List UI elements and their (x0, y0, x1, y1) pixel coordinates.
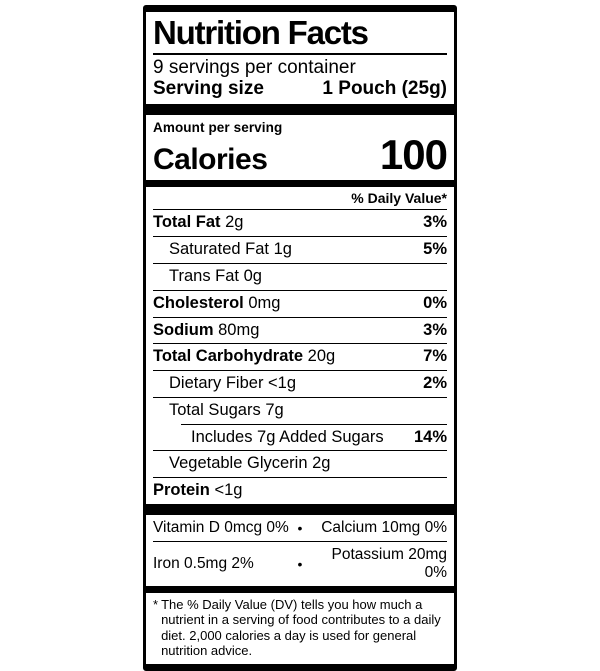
bullet-separator-icon: • (297, 555, 303, 572)
nutrient-name: Sodium (153, 320, 214, 339)
indented-divider (181, 423, 447, 425)
daily-value-header: % Daily Value* (153, 187, 447, 211)
divider (153, 52, 447, 55)
nutrient-name: Vegetable Glycerin (169, 454, 308, 473)
label-title: Nutrition Facts (153, 14, 369, 51)
medium-divider-bar (146, 180, 454, 188)
nutrient-row-cholesterol: Cholesterol 0mg 0% (153, 289, 447, 317)
nutrient-name: Total Fat (153, 213, 221, 232)
micronutrient-row: Iron 0.5mg 2% • Potassium 20mg 0% (153, 542, 447, 586)
nutrient-row-trans-fat: Trans Fat 0g (153, 262, 447, 290)
nutrient-dv: 0% (423, 293, 447, 312)
nutrient-amount: 0mg (248, 293, 281, 312)
nutrient-name: Saturated Fat (169, 240, 269, 259)
nutrient-dv: 3% (423, 213, 447, 232)
nutrient-row-dietary-fiber: Dietary Fiber <1g 2% (153, 370, 447, 397)
nutrient-dv: 3% (423, 320, 447, 339)
amount-per-serving-label: Amount per serving (153, 120, 283, 136)
servings-per-container: 9 servings per container (153, 56, 356, 78)
nutrient-dv: 7% (423, 347, 447, 366)
nutrient-row-total-sugars: Total Sugars 7g (153, 396, 447, 424)
nutrient-name: Dietary Fiber (169, 374, 264, 393)
nutrient-amount: 1g (273, 240, 292, 259)
nutrient-row-total-fat: Total Fat 2g 3% (153, 210, 447, 236)
nutrient-name: Trans Fat (169, 266, 239, 285)
nutrient-amount: 7g (265, 400, 284, 419)
nutrient-amount: 0g (243, 266, 262, 285)
thick-divider-bar (146, 504, 454, 516)
micronutrient-right: Calcium 10mg 0% (321, 519, 447, 537)
serving-size-label: Serving size (153, 78, 264, 100)
nutrient-amount: 20g (307, 347, 336, 366)
serving-size-value: 1 Pouch (25g) (322, 78, 447, 100)
nutrient-amount: <1g (268, 374, 297, 393)
medium-divider-bar (146, 585, 454, 593)
nutrient-name: Protein (153, 481, 210, 500)
nutrient-name: Cholesterol (153, 293, 244, 312)
thick-divider-bar (146, 104, 454, 116)
nutrient-amount: <1g (214, 481, 243, 500)
footnote-asterisk: * (153, 596, 159, 612)
nutrient-row-added-sugars: Includes 7g Added Sugars 14% (153, 425, 447, 451)
nutrient-name: Total Carbohydrate (153, 347, 304, 366)
nutrition-facts-label: Nutrition Facts 9 servings per container… (143, 5, 457, 671)
nutrient-dv: 5% (423, 240, 447, 259)
nutrient-row-protein: Protein <1g (153, 477, 447, 504)
micronutrient-row: Vitamin D 0mcg 0% • Calcium 10mg 0% (153, 515, 447, 542)
nutrient-row-sodium: Sodium 80mg 3% (153, 316, 447, 344)
micronutrient-left: Vitamin D 0mcg 0% (153, 519, 289, 537)
nutrient-name: Total Sugars (169, 400, 261, 419)
micronutrient-right: Potassium 20mg 0% (331, 545, 447, 582)
nutrient-dv: 2% (423, 374, 447, 393)
calories-row: Calories 100 (153, 131, 448, 180)
nutrient-amount: 80mg (218, 320, 260, 339)
nutrient-dv: 14% (413, 427, 447, 446)
micronutrient-left: Iron 0.5mg 2% (153, 554, 254, 572)
serving-size-row: Serving size 1 Pouch (25g) (153, 78, 447, 104)
calories-value: 100 (379, 131, 448, 179)
calories-label: Calories (153, 143, 268, 177)
nutrient-row-vegetable-glycerin: Vegetable Glycerin 2g (153, 450, 447, 477)
nutrient-amount: 2g (312, 454, 331, 473)
nutrient-row-total-carbohydrate: Total Carbohydrate 20g 7% (153, 343, 447, 370)
nutrient-name: Includes 7g Added Sugars (191, 427, 384, 446)
nutrient-row-saturated-fat: Saturated Fat 1g 5% (153, 236, 447, 263)
daily-value-footnote: * The % Daily Value (DV) tells you how m… (153, 593, 447, 664)
bullet-separator-icon: • (297, 519, 303, 536)
footnote-text: The % Daily Value (DV) tells you how muc… (161, 596, 441, 658)
nutrient-amount: 2g (225, 213, 244, 232)
